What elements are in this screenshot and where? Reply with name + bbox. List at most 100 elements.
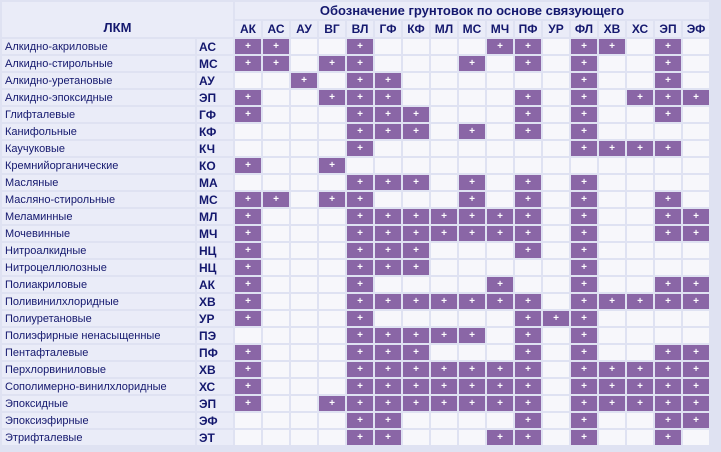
lkm-code: ХВ <box>197 362 233 377</box>
empty-cell <box>683 73 709 88</box>
empty-cell <box>543 277 569 292</box>
compatible-mark-cell: + <box>375 413 401 428</box>
lkm-code: МС <box>197 56 233 71</box>
empty-cell <box>655 243 681 258</box>
compatible-mark-cell: + <box>403 362 429 377</box>
empty-cell <box>487 56 513 71</box>
lkm-code: ЭП <box>197 396 233 411</box>
compatible-mark-cell: + <box>375 260 401 275</box>
compatible-mark-cell: + <box>347 311 373 326</box>
compatible-mark-cell: + <box>375 124 401 139</box>
empty-cell <box>291 430 317 445</box>
empty-cell <box>263 379 289 394</box>
compatible-mark-cell: + <box>487 396 513 411</box>
empty-cell <box>263 243 289 258</box>
compatible-mark-cell: + <box>515 430 541 445</box>
compatible-mark-cell: + <box>459 192 485 207</box>
empty-cell <box>263 175 289 190</box>
empty-cell <box>291 209 317 224</box>
compatible-mark-cell: + <box>515 243 541 258</box>
lkm-code: КО <box>197 158 233 173</box>
empty-cell <box>599 107 625 122</box>
empty-cell <box>403 413 429 428</box>
empty-cell <box>543 413 569 428</box>
compatible-mark-cell: + <box>431 209 457 224</box>
compatible-mark-cell: + <box>347 39 373 54</box>
lkm-name: Полиуретановые <box>2 311 195 326</box>
compatible-mark-cell: + <box>683 294 709 309</box>
compatible-mark-cell: + <box>655 73 681 88</box>
compatible-mark-cell: + <box>347 362 373 377</box>
empty-cell <box>459 311 485 326</box>
compatible-mark-cell: + <box>571 56 597 71</box>
empty-cell <box>291 260 317 275</box>
lkm-code: МЧ <box>197 226 233 241</box>
empty-cell <box>263 277 289 292</box>
compatible-mark-cell: + <box>347 379 373 394</box>
compatible-mark-cell: + <box>487 226 513 241</box>
empty-cell <box>599 260 625 275</box>
empty-cell <box>515 277 541 292</box>
column-header-4: ВЛ <box>347 21 373 37</box>
lkm-name: Поливинилхлоридные <box>2 294 195 309</box>
empty-cell <box>403 192 429 207</box>
empty-cell <box>487 413 513 428</box>
compatible-mark-cell: + <box>655 430 681 445</box>
empty-cell <box>375 277 401 292</box>
compatible-mark-cell: + <box>655 90 681 105</box>
empty-cell <box>487 158 513 173</box>
empty-cell <box>599 328 625 343</box>
empty-cell <box>431 413 457 428</box>
empty-cell <box>543 158 569 173</box>
empty-cell <box>599 158 625 173</box>
empty-cell <box>627 430 653 445</box>
compatible-mark-cell: + <box>235 192 261 207</box>
column-header-12: ФЛ <box>571 21 597 37</box>
compatible-mark-cell: + <box>235 209 261 224</box>
compatible-mark-cell: + <box>347 413 373 428</box>
empty-cell <box>627 311 653 326</box>
empty-cell <box>599 73 625 88</box>
empty-cell <box>291 396 317 411</box>
compatible-mark-cell: + <box>347 345 373 360</box>
compatible-mark-cell: + <box>515 209 541 224</box>
empty-cell <box>655 175 681 190</box>
empty-cell <box>403 39 429 54</box>
empty-cell <box>543 243 569 258</box>
table-row: Сополимерно-винилхлоридные ХС + + + + + + + + + + + +… <box>2 379 709 394</box>
lkm-name: Нитроцеллюлозные <box>2 260 195 275</box>
compatible-mark-cell: + <box>459 362 485 377</box>
lkm-name: Алкидно-акриловые <box>2 39 195 54</box>
compatible-mark-cell: + <box>235 243 261 258</box>
empty-cell <box>403 311 429 326</box>
compatible-mark-cell: + <box>375 396 401 411</box>
compatible-mark-cell: + <box>571 107 597 122</box>
empty-cell <box>263 311 289 326</box>
empty-cell <box>319 328 345 343</box>
compatible-mark-cell: + <box>655 107 681 122</box>
empty-cell <box>459 158 485 173</box>
lkm-code: МА <box>197 175 233 190</box>
empty-cell <box>291 277 317 292</box>
compatible-mark-cell: + <box>571 175 597 190</box>
compatible-mark-cell: + <box>655 226 681 241</box>
empty-cell <box>683 141 709 156</box>
compatible-mark-cell: + <box>487 362 513 377</box>
compatible-mark-cell: + <box>571 362 597 377</box>
empty-cell <box>515 141 541 156</box>
table-row: Полиакриловые АК + + + + + + <box>2 277 709 292</box>
empty-cell <box>375 141 401 156</box>
column-header-2: АУ <box>291 21 317 37</box>
empty-cell <box>235 430 261 445</box>
compatible-mark-cell: + <box>515 311 541 326</box>
compatible-mark-cell: + <box>235 158 261 173</box>
empty-cell <box>543 175 569 190</box>
empty-cell <box>627 209 653 224</box>
empty-cell <box>263 396 289 411</box>
compatible-mark-cell: + <box>347 90 373 105</box>
empty-cell <box>515 73 541 88</box>
table-row: Пентафталевые ПФ + + + + + + + + <box>2 345 709 360</box>
compatible-mark-cell: + <box>515 39 541 54</box>
lkm-name: Кремнийорганические <box>2 158 195 173</box>
empty-cell <box>543 345 569 360</box>
